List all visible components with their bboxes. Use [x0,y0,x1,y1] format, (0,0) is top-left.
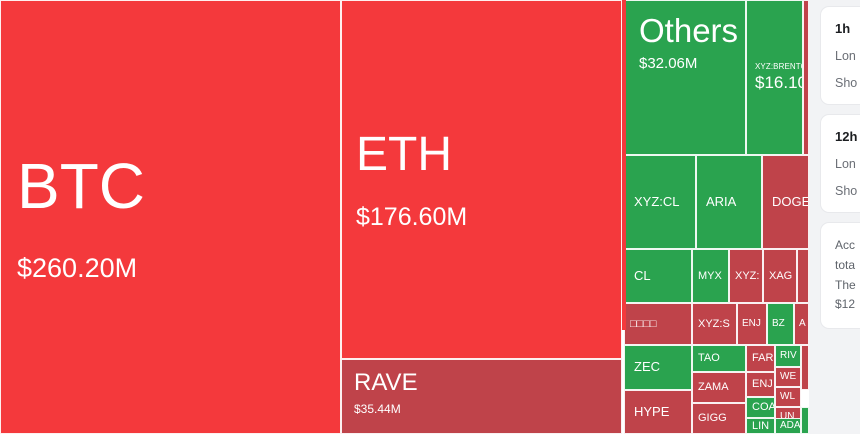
treemap-tile-zama[interactable]: ZAMA [692,372,746,403]
tile-symbol: GIGG [698,412,727,425]
treemap-tile-others[interactable]: Others $32.06M [624,0,746,155]
treemap-tile-gigg[interactable]: GIGG [692,403,746,434]
treemap-tile-lin[interactable]: LIN [746,418,775,434]
note-line: $12 [835,297,856,312]
card-row-long: Lon [835,49,856,63]
card-row-short: Sho [835,184,858,198]
treemap-tile-eth[interactable]: ETH $176.60M [341,0,622,359]
tile-symbol: XYZ:BRENTOI [755,61,802,71]
treemap-tile-a[interactable]: A [794,303,809,345]
treemap-tile-doge[interactable]: DOGE [762,155,809,249]
tile-symbol: FAR [752,352,774,365]
tile-symbol: RAVE [354,369,418,396]
treemap-tile-xag[interactable]: XAG [763,249,797,303]
tile-symbol: LIN [752,419,770,432]
tile-symbol: XAG [769,269,793,282]
tile-symbol: XYZ:CL [634,193,680,209]
tile-symbol: RIV [780,350,797,362]
note-line: The [835,277,856,292]
treemap-tile-xyz-s[interactable]: XYZ:S [692,303,737,345]
treemap-tile-tao[interactable]: TAO [692,345,746,372]
treemap-tile-enj-2[interactable]: ENJ [746,372,775,397]
note-line: tota [835,257,856,272]
treemap-tile-riv[interactable]: RIV [775,345,801,367]
tile-symbol: CL [634,267,651,283]
tile-symbol: ENJ [752,378,773,391]
tile-symbol: XYZ: [735,269,760,282]
tile-symbol: BTC [17,150,145,223]
tile-symbol: MYX [698,269,722,282]
treemap-tile-far[interactable]: FAR [746,345,775,372]
treemap-tile-hype[interactable]: HYPE [624,390,692,434]
treemap-tile-ada[interactable]: ADA [775,418,801,434]
tile-value: $176.60M [356,203,468,232]
tile-symbol: Others [639,12,739,49]
treemap-tile-rave[interactable]: RAVE $35.44M [341,359,622,434]
treemap-tile-unknown-glyphs[interactable]: □□□□ [624,303,692,345]
treemap-tile-bz[interactable]: BZ [767,303,794,345]
treemap-tile-aria[interactable]: ARIA [696,155,762,249]
tile-symbol: ZAMA [698,381,729,394]
stats-card-1h[interactable]: 1h Lon Sho [820,6,860,105]
tile-symbol: A [799,318,806,330]
stats-card-12h[interactable]: 12h Lon Sho [820,114,860,213]
treemap-tile-cl[interactable]: CL [624,249,692,303]
treemap-tile-zec[interactable]: ZEC [624,345,692,390]
tile-value: $16.10M [755,73,802,93]
tile-symbol: XYZ:S [698,317,730,330]
tile-symbol: HYPE [634,403,670,419]
tile-symbol: DOGE [772,193,809,209]
tile-symbol: TAO [698,352,720,365]
card-row-long: Lon [835,157,856,171]
treemap-tile-btc[interactable]: BTC $260.20M [0,0,341,434]
stats-sidebar: 1h Lon Sho 12h Lon Sho Acc tota The $12 [809,0,860,434]
treemap-tile-edge-right-mid[interactable] [797,249,809,303]
note-line: Acc [835,238,856,252]
treemap-tile-strip[interactable] [622,0,626,330]
liquidations-treemap[interactable]: BTC $260.20M ETH $176.60M RAVE $35.44M O… [0,0,809,434]
tile-symbol: ENJ [742,318,761,330]
tile-symbol: BZ [772,318,785,330]
tile-symbol: ETH [356,127,452,181]
tile-symbol: ARIA [706,193,737,209]
treemap-tile-edge-right-bottom[interactable] [801,407,809,434]
tile-symbol: ADA [780,420,801,432]
treemap-tile-edge-right-low[interactable] [801,345,809,390]
tile-symbol: UN [780,411,795,423]
tile-value: $32.06M [639,54,698,72]
treemap-tile-coa[interactable]: COA [746,397,775,418]
card-title: 12h [835,129,858,144]
tile-symbol: □□□□ [630,317,657,330]
stats-card-note: Acc tota The $12 [820,222,860,330]
tile-symbol: ZEC [634,359,660,375]
card-title: 1h [835,21,851,36]
treemap-tile-xyz[interactable]: XYZ: [729,249,763,303]
tile-value: $35.44M [354,401,401,416]
treemap-tile-edge-right-top[interactable] [803,0,809,155]
treemap-tile-enj[interactable]: ENJ [737,303,767,345]
treemap-tile-wl[interactable]: WL [775,387,801,407]
card-row-short: Sho [835,76,858,90]
treemap-tile-we[interactable]: WE [775,367,801,387]
tile-symbol: WL [780,391,795,403]
treemap-tile-xyz-cl[interactable]: XYZ:CL [624,155,696,249]
treemap-tile-xyz-brentoil[interactable]: XYZ:BRENTOI $16.10M [746,0,803,155]
tile-symbol: WE [780,371,797,383]
treemap-tile-myx[interactable]: MYX [692,249,729,303]
tile-symbol: COA [752,401,775,414]
tile-value: $260.20M [17,252,138,283]
